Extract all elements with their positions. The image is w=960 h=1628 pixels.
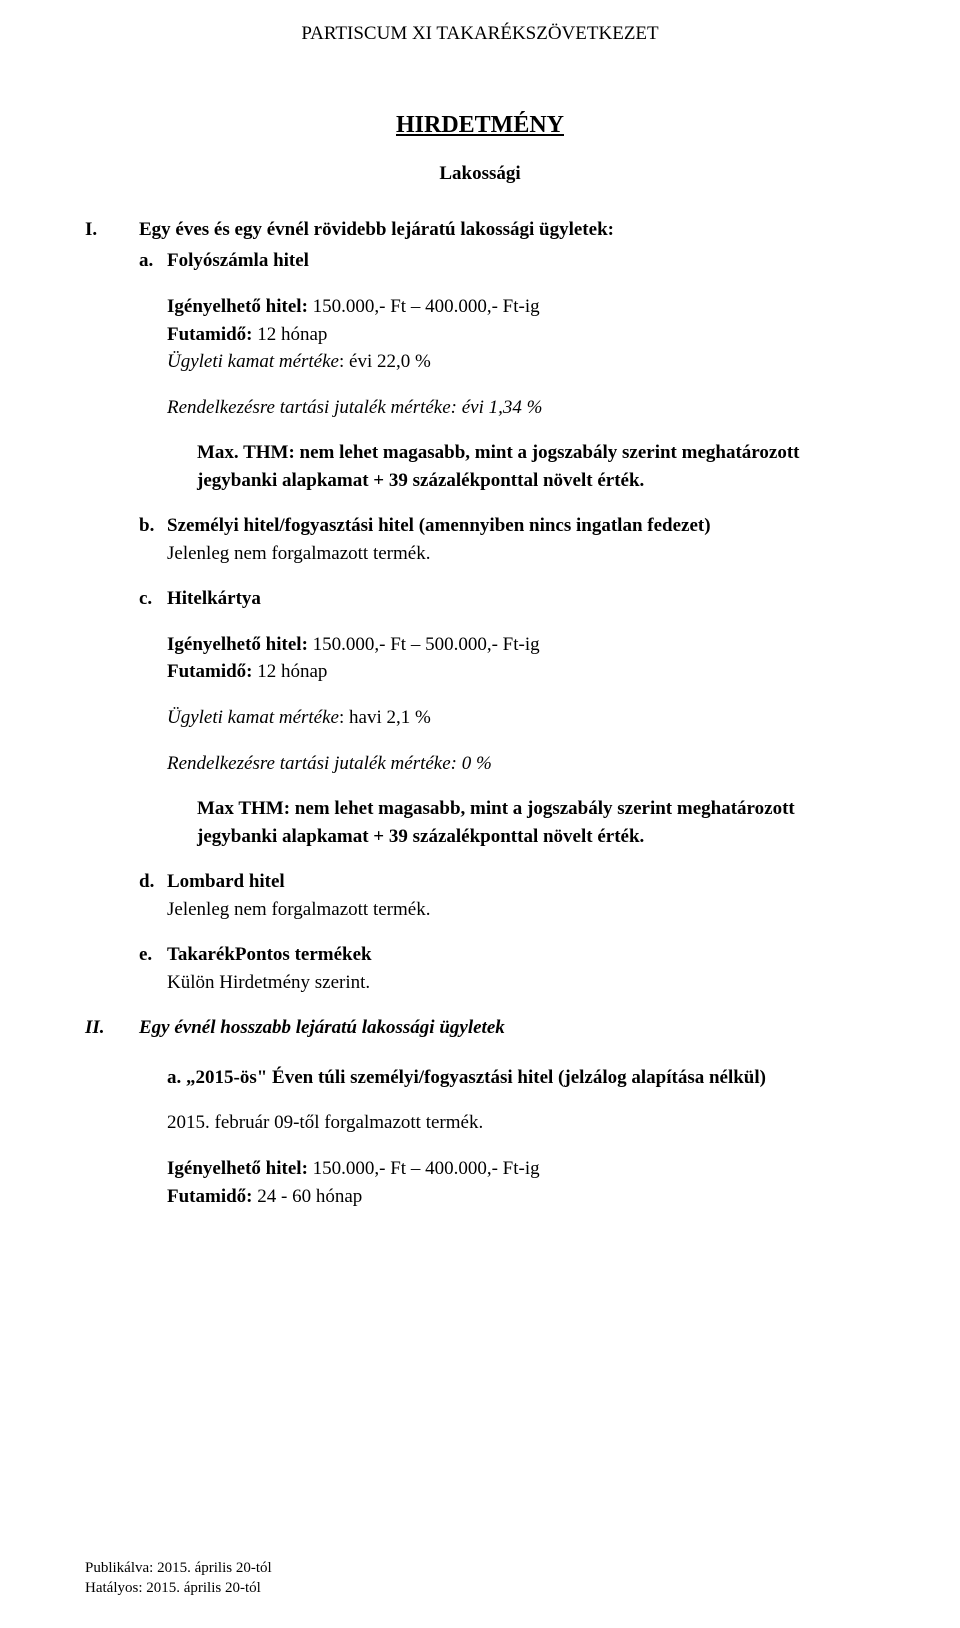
item-i-c-label: Hitelkártya [167, 585, 261, 613]
i-c-line2-label: Futamidő: [167, 661, 253, 682]
i-a-line2: Futamidő: 12 hónap [167, 321, 875, 349]
item-i-e: e. TakarékPontos termékek Külön Hirdetmé… [139, 941, 875, 996]
i-c-line4: Rendelkezésre tartási jutalék mértéke: 0… [167, 750, 875, 778]
item-i-d-body: Lombard hitel Jelenleg nem forgalmazott … [167, 868, 430, 923]
section-i-heading: Egy éves és egy évnél rövidebb lejáratú … [139, 216, 614, 244]
i-a-line3: Ügyleti kamat mértéke: évi 22,0 % [167, 348, 875, 376]
letter-c: c. [139, 585, 167, 613]
item-ii-a: a. „2015-ös" Éven túli személyi/fogyaszt… [167, 1064, 875, 1092]
item-ii-a-label: „2015-ös" Éven túli személyi/fogyasztási… [186, 1067, 766, 1088]
section-ii-row: II. Egy évnél hosszabb lejáratú lakosság… [85, 1014, 875, 1042]
letter-b: b. [139, 512, 167, 540]
item-i-b-note: Jelenleg nem forgalmazott termék. [167, 540, 711, 568]
i-c-thm: Max THM: nem lehet magasabb, mint a jogs… [197, 795, 875, 850]
ii-a-line1-val: 150.000,- Ft – 400.000,- Ft-ig [308, 1158, 540, 1179]
i-c-line2-val: 12 hónap [253, 661, 328, 682]
i-c-line1-label: Igényelhető hitel: [167, 634, 308, 655]
letter-a: a. [139, 247, 167, 275]
item-i-b: b. Személyi hitel/fogyasztási hitel (ame… [139, 512, 875, 567]
footer-pub: Publikálva: 2015. április 20-tól [85, 1558, 272, 1578]
ii-a-line2-label: Futamidő: [167, 1186, 253, 1207]
letter-d: d. [139, 868, 167, 896]
i-a-line3-pre: Ügyleti kamat mértéke [167, 351, 339, 372]
i-c-line1: Igényelhető hitel: 150.000,- Ft – 500.00… [167, 631, 875, 659]
ii-a-line2: Futamidő: 24 - 60 hónap [167, 1183, 875, 1211]
item-i-d: d. Lombard hitel Jelenleg nem forgalmazo… [139, 868, 875, 923]
footer: Publikálva: 2015. április 20-tól Hatályo… [85, 1558, 272, 1599]
i-a-line2-val: 12 hónap [253, 324, 328, 345]
i-a-line2-label: Futamidő: [167, 324, 253, 345]
item-i-a: a. Folyószámla hitel [139, 247, 875, 275]
item-i-e-label: TakarékPontos termékek [167, 941, 372, 969]
section-i-row: I. Egy éves és egy évnél rövidebb lejára… [85, 216, 875, 244]
item-i-d-label: Lombard hitel [167, 868, 430, 896]
i-c-line3-post: : havi 2,1 % [339, 707, 431, 728]
item-i-b-body: Személyi hitel/fogyasztási hitel (amenny… [167, 512, 711, 567]
i-c-line3-pre: Ügyleti kamat mértéke [167, 707, 339, 728]
page: PARTISCUM XI TAKARÉKSZÖVETKEZET HIRDETMÉ… [0, 0, 960, 1628]
i-a-line1: Igényelhető hitel: 150.000,- Ft – 400.00… [167, 293, 875, 321]
letter-e: e. [139, 941, 167, 969]
i-a-thm: Max. THM: nem lehet magasabb, mint a jog… [197, 439, 875, 494]
roman-i: I. [85, 216, 139, 244]
footer-eff: Hatályos: 2015. április 20-tól [85, 1578, 272, 1598]
letter-ii-a: a. [167, 1067, 181, 1088]
doc-subtitle: Lakossági [85, 160, 875, 188]
ii-a-line1-label: Igényelhető hitel: [167, 1158, 308, 1179]
ii-a-line1: Igényelhető hitel: 150.000,- Ft – 400.00… [167, 1155, 875, 1183]
item-i-c: c. Hitelkártya [139, 585, 875, 613]
i-a-line3-post: : évi 22,0 % [339, 351, 431, 372]
i-a-line1-label: Igényelhető hitel: [167, 296, 308, 317]
item-ii-a-note: 2015. február 09-től forgalmazott termék… [167, 1109, 875, 1137]
item-i-b-label: Személyi hitel/fogyasztási hitel (amenny… [167, 512, 711, 540]
i-c-line3: Ügyleti kamat mértéke: havi 2,1 % [167, 704, 875, 732]
ii-a-line2-val: 24 - 60 hónap [253, 1186, 363, 1207]
i-c-line2: Futamidő: 12 hónap [167, 658, 875, 686]
item-i-e-body: TakarékPontos termékek Külön Hirdetmény … [167, 941, 372, 996]
i-a-line1-val: 150.000,- Ft – 400.000,- Ft-ig [308, 296, 540, 317]
item-i-d-note: Jelenleg nem forgalmazott termék. [167, 896, 430, 924]
section-ii-heading: Egy évnél hosszabb lejáratú lakossági üg… [139, 1014, 505, 1042]
i-a-line4: Rendelkezésre tartási jutalék mértéke: é… [167, 394, 875, 422]
roman-ii: II. [85, 1014, 139, 1042]
item-i-e-note: Külön Hirdetmény szerint. [167, 969, 372, 997]
i-c-line1-val: 150.000,- Ft – 500.000,- Ft-ig [308, 634, 540, 655]
org-header: PARTISCUM XI TAKARÉKSZÖVETKEZET [85, 20, 875, 48]
doc-title: HIRDETMÉNY [85, 108, 875, 143]
item-i-a-label: Folyószámla hitel [167, 247, 309, 275]
